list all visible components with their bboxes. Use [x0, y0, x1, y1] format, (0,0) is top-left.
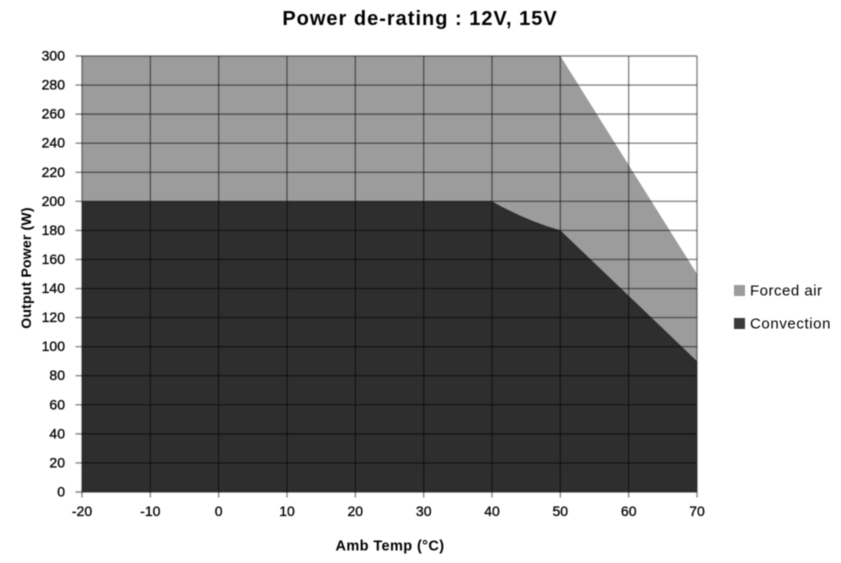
- svg-text:10: 10: [279, 503, 295, 519]
- svg-text:20: 20: [49, 454, 65, 470]
- svg-text:Forced air: Forced air: [750, 283, 823, 300]
- svg-text:Power de-rating : 12V, 15V: Power de-rating : 12V, 15V: [282, 8, 557, 30]
- svg-text:Convection: Convection: [750, 316, 831, 333]
- svg-text:240: 240: [42, 135, 66, 151]
- svg-text:0: 0: [57, 484, 65, 500]
- svg-text:60: 60: [49, 396, 65, 412]
- svg-text:300: 300: [42, 48, 66, 64]
- svg-text:20: 20: [348, 503, 364, 519]
- svg-text:280: 280: [42, 77, 66, 93]
- svg-text:-10: -10: [140, 503, 160, 519]
- svg-text:40: 40: [49, 425, 65, 441]
- svg-text:40: 40: [484, 503, 500, 519]
- svg-text:200: 200: [42, 193, 66, 209]
- svg-text:180: 180: [42, 222, 66, 238]
- svg-text:100: 100: [42, 338, 66, 354]
- svg-text:-20: -20: [72, 503, 92, 519]
- svg-text:80: 80: [49, 367, 65, 383]
- svg-text:120: 120: [42, 309, 66, 325]
- svg-text:260: 260: [42, 106, 66, 122]
- svg-text:Amb Temp (°C): Amb Temp (°C): [335, 539, 444, 555]
- svg-text:60: 60: [621, 503, 637, 519]
- svg-text:30: 30: [416, 503, 432, 519]
- svg-text:220: 220: [42, 164, 66, 180]
- svg-text:50: 50: [553, 503, 569, 519]
- svg-text:Output Power (W): Output Power (W): [18, 207, 34, 328]
- svg-text:0: 0: [215, 503, 223, 519]
- svg-text:160: 160: [42, 251, 66, 267]
- svg-text:70: 70: [689, 503, 705, 519]
- svg-text:140: 140: [42, 280, 66, 296]
